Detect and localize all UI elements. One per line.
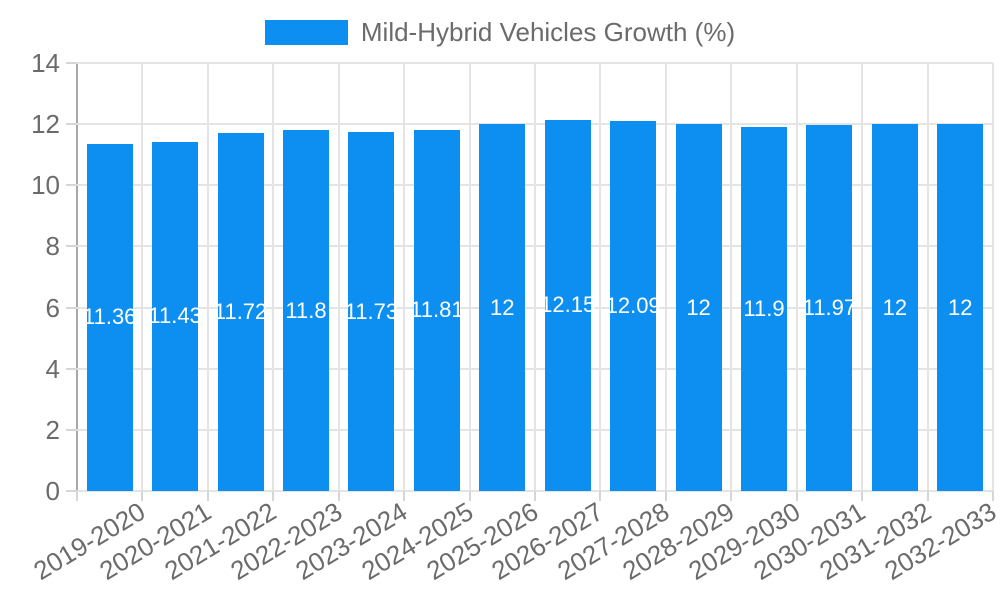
plot-area: 11.36 11.43 11.72 11.8 11.73 11.81 12 12.15 12.0… [66, 62, 994, 501]
y-tick-mark [66, 123, 77, 126]
bar[interactable] [871, 124, 918, 491]
x-tick-mark [795, 491, 798, 501]
legend-swatch [264, 19, 348, 45]
x-tick-mark [664, 491, 667, 501]
y-axis-tick-label: 2 [45, 414, 60, 445]
x-tick-mark [926, 491, 929, 501]
gridline-vertical [534, 63, 536, 491]
legend-label: Mild-Hybrid Vehicles Growth (%) [360, 17, 736, 47]
y-axis-tick-label: 6 [45, 292, 60, 323]
y-tick-mark [66, 306, 77, 309]
x-tick-mark [141, 491, 144, 501]
y-axis-tick-label: 8 [45, 231, 60, 262]
bar[interactable] [544, 119, 591, 491]
bar[interactable] [610, 121, 657, 491]
y-tick-mark [66, 428, 77, 431]
x-tick-mark [534, 491, 536, 501]
bar[interactable] [741, 127, 787, 491]
x-tick-mark [206, 491, 209, 501]
bar[interactable] [675, 124, 722, 491]
gridline-vertical [403, 63, 406, 491]
y-tick-mark [66, 184, 77, 187]
x-tick-mark [403, 491, 406, 501]
bar[interactable] [283, 130, 329, 491]
gridline-vertical [206, 63, 209, 491]
chart-legend[interactable]: Mild-Hybrid Vehicles Growth (%) [0, 16, 1000, 48]
bar[interactable] [86, 143, 133, 491]
x-tick-mark [599, 491, 602, 501]
gridline-vertical [664, 63, 667, 491]
gridline-vertical [992, 63, 994, 491]
bar[interactable] [348, 132, 395, 491]
gridline-vertical [861, 63, 864, 491]
x-tick-mark [337, 491, 340, 501]
bar[interactable] [937, 124, 984, 491]
y-axis-tick-label: 4 [45, 353, 60, 384]
x-tick-mark [272, 491, 275, 501]
x-tick-mark [468, 491, 471, 501]
gridline-vertical [337, 63, 340, 491]
y-axis-tick-label: 14 [31, 48, 60, 78]
y-axis-tick-label: 10 [31, 170, 60, 201]
gridline-vertical [730, 63, 733, 491]
x-tick-mark [730, 491, 733, 501]
y-axis-tick-label: 12 [31, 109, 60, 140]
x-tick-mark [992, 491, 994, 501]
y-tick-mark [66, 62, 77, 64]
gridline-vertical [468, 63, 471, 491]
gridline-vertical [599, 63, 602, 491]
y-axis-line [76, 63, 78, 491]
gridline-vertical [272, 63, 275, 491]
gridline-vertical [795, 63, 798, 491]
y-tick-mark [66, 490, 77, 492]
bar[interactable] [217, 132, 264, 491]
bar[interactable] [479, 124, 526, 491]
bar[interactable] [413, 129, 460, 491]
y-tick-mark [66, 245, 77, 248]
bar[interactable] [152, 141, 199, 491]
gridline-vertical [141, 63, 144, 491]
bar[interactable] [806, 125, 853, 491]
y-axis-tick-label: 0 [45, 476, 60, 506]
gridline-vertical [926, 63, 929, 491]
y-tick-mark [66, 367, 77, 370]
x-tick-mark [861, 491, 864, 501]
x-tick-mark [76, 491, 78, 501]
